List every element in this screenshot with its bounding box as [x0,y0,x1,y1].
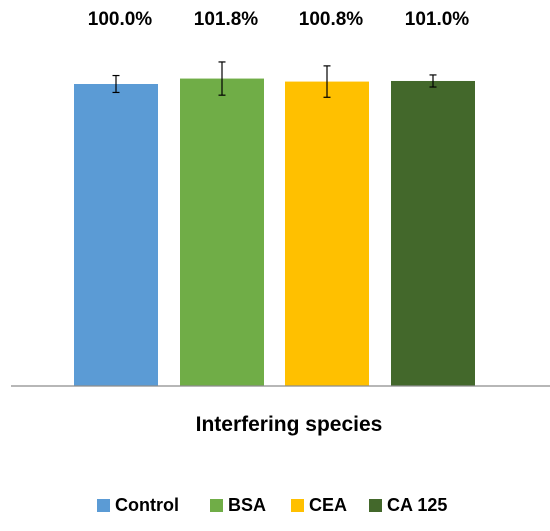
legend-label-ca-125: CA 125 [387,495,447,515]
x-axis-title: Interfering species [196,413,383,436]
error-bars-layer [112,61,437,98]
legend-item-bsa: BSA [210,495,266,515]
legend-swatch-bsa [210,499,223,512]
legend-item-ca-125: CA 125 [369,495,447,515]
data-label-control: 100.0% [88,9,153,30]
legend-label-control: Control [115,495,179,515]
error-bar-ca-125 [429,74,437,88]
legend-swatch-ca-125 [369,499,382,512]
legend-item-control: Control [97,495,179,515]
bars-layer [74,78,475,387]
data-label-cea: 100.8% [299,9,364,30]
error-bar-control [112,74,120,94]
legend-swatch-control [97,499,110,512]
bar-cea [285,81,369,387]
error-bar-cea [323,65,331,98]
bar-control [74,84,158,386]
bar-ca-125 [391,80,475,386]
data-label-ca-125: 101.0% [405,9,470,30]
legend-label-bsa: BSA [228,495,266,515]
data-label-bsa: 101.8% [194,9,259,30]
legend-item-cea: CEA [291,495,347,515]
legend-swatch-cea [291,499,304,512]
legend: Control BSA CEA CA 125 [97,495,447,515]
error-bar-bsa [218,61,226,96]
bar-bsa [180,78,264,387]
legend-label-cea: CEA [309,495,347,515]
data-labels-layer: 100.0% 101.8% 100.8% 101.0% [88,9,470,30]
